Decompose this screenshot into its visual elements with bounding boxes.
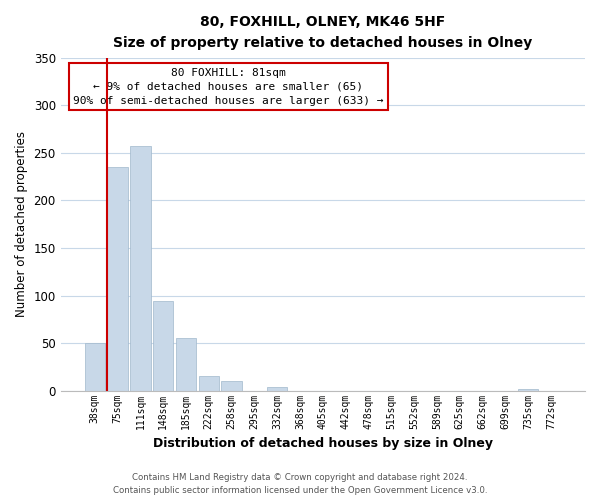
- Bar: [176, 338, 196, 390]
- Bar: [267, 387, 287, 390]
- Text: Contains HM Land Registry data © Crown copyright and database right 2024.
Contai: Contains HM Land Registry data © Crown c…: [113, 474, 487, 495]
- X-axis label: Distribution of detached houses by size in Olney: Distribution of detached houses by size …: [153, 437, 493, 450]
- Bar: [221, 381, 242, 390]
- Bar: [199, 376, 219, 390]
- Y-axis label: Number of detached properties: Number of detached properties: [15, 131, 28, 317]
- Bar: [85, 343, 105, 390]
- Bar: [130, 146, 151, 390]
- Bar: [153, 301, 173, 390]
- Bar: [518, 388, 538, 390]
- Text: 80 FOXHILL: 81sqm
← 9% of detached houses are smaller (65)
90% of semi-detached : 80 FOXHILL: 81sqm ← 9% of detached house…: [73, 68, 384, 106]
- Bar: [107, 167, 128, 390]
- Title: 80, FOXHILL, OLNEY, MK46 5HF
Size of property relative to detached houses in Oln: 80, FOXHILL, OLNEY, MK46 5HF Size of pro…: [113, 15, 532, 50]
